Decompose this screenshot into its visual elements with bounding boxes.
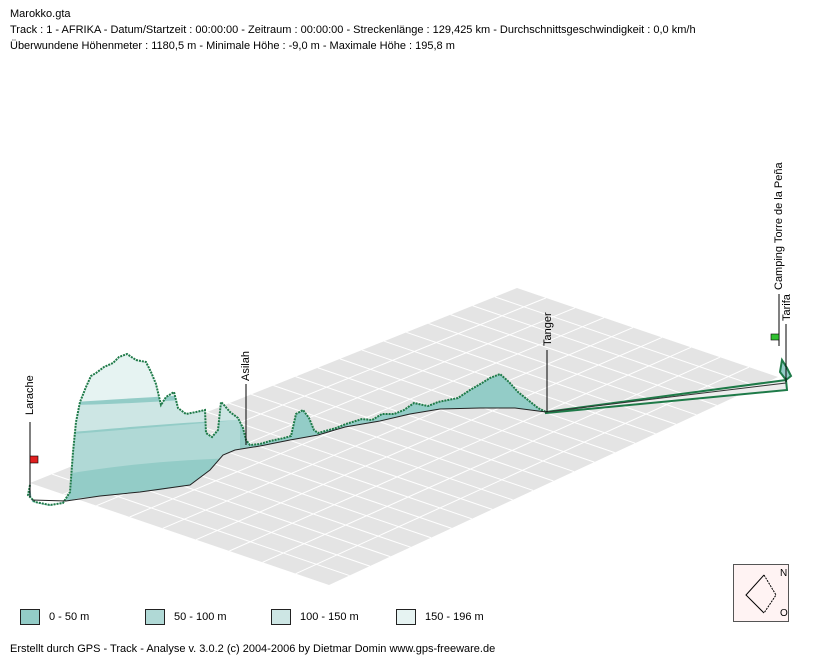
grid-line (450, 314, 717, 406)
waypoint-label-tanger: Tanger (542, 312, 554, 346)
waypoint-label-asilah: Asilah (240, 351, 252, 381)
grid-line (162, 327, 634, 529)
ground-trace (31, 407, 547, 502)
grid-line (251, 393, 534, 491)
legend-item: 0 - 50 m (20, 608, 89, 626)
waypoint-label-camping: Camping Torre de la Peña (773, 162, 785, 290)
legend-label: 50 - 100 m (174, 611, 227, 623)
compass: N O (733, 564, 789, 622)
legend-swatch (396, 609, 416, 625)
grid-line (129, 317, 605, 518)
legend-label: 100 - 150 m (300, 611, 359, 623)
track-info: Track : 1 - AFRIKA - Datum/Startzeit : 0… (10, 24, 696, 36)
grid-line (262, 356, 721, 563)
legend-swatch (145, 609, 165, 625)
compass-east-label: O (780, 608, 788, 619)
end-flag (770, 333, 780, 341)
grid-line (472, 305, 738, 397)
ferry-baseline (545, 382, 787, 413)
grid-line (317, 367, 595, 463)
grid-line (273, 385, 554, 482)
legend-item: 150 - 196 m (396, 608, 484, 626)
waypoint-label-tarifa: Tarifa (781, 293, 793, 321)
compass-north-label: N (780, 568, 788, 579)
grid-line (494, 296, 758, 387)
compass-arrow-icon (745, 574, 777, 614)
grid-line (206, 411, 493, 510)
legend-item: 100 - 150 m (271, 608, 359, 626)
legend-swatch (20, 609, 40, 625)
grid-line (229, 402, 513, 501)
legend-item: 50 - 100 m (145, 608, 227, 626)
elevation-stats: Überwundene Höhenmeter : 1180,5 m - Mini… (10, 40, 455, 52)
legend-label: 150 - 196 m (425, 611, 484, 623)
start-flag (29, 455, 39, 464)
grid-line (195, 336, 663, 541)
file-name: Marokko.gta (10, 8, 71, 20)
grid-line (406, 331, 677, 425)
footer-credits: Erstellt durch GPS - Track - Analyse v. … (10, 643, 496, 655)
legend-swatch (271, 609, 291, 625)
legend-label: 0 - 50 m (49, 611, 90, 623)
grid-line (295, 376, 575, 473)
grid-line (229, 346, 692, 552)
grid-line (384, 340, 656, 435)
waypoint-label-larache: Larache (24, 375, 36, 415)
